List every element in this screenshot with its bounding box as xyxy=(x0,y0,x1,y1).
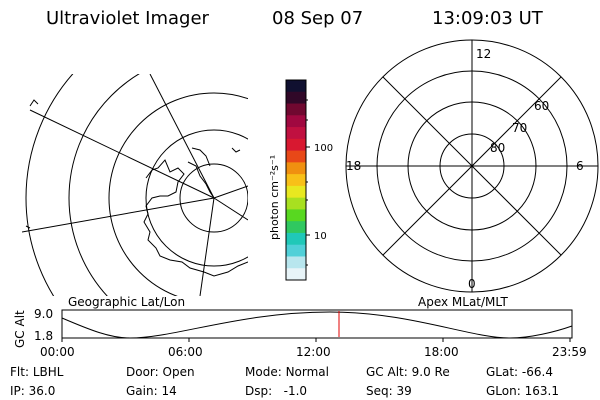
coastline xyxy=(29,99,39,107)
instrument-title: Ultraviolet Imager xyxy=(46,8,209,29)
lat-circle xyxy=(25,74,74,296)
time-label: 13:09:03 UT xyxy=(432,8,543,29)
coastline xyxy=(143,159,248,277)
status-dsp: Dsp: -1.0 xyxy=(245,384,307,398)
right-map-label: Apex MLat/MLT xyxy=(418,295,508,309)
altitude-curve xyxy=(61,311,573,339)
status-seq: Seq: 39 xyxy=(366,384,412,398)
status-door: Door: Open xyxy=(126,365,195,379)
colorbar-cell xyxy=(286,232,306,246)
colorbar: 100 10 photon cm⁻²s⁻¹ xyxy=(268,79,333,281)
altitude-ylabel: GC Alt xyxy=(13,310,27,348)
colorbar-cell xyxy=(286,197,306,210)
status-gcalt: GC Alt: 9.0 Re xyxy=(366,365,450,379)
geographic-map xyxy=(22,74,248,296)
meridian xyxy=(199,197,215,296)
x-tick-label: 18:00 xyxy=(424,345,459,359)
x-tick-label: 06:00 xyxy=(168,345,203,359)
colorbar-tick-label-10: 10 xyxy=(314,231,327,242)
status-glon: GLon: 163.1 xyxy=(486,384,559,398)
colorbar-cell xyxy=(286,127,306,140)
left-map-frame xyxy=(22,74,248,296)
meridian xyxy=(213,185,248,199)
y-tick-label: 9.0 xyxy=(34,307,53,321)
colorbar-cell xyxy=(286,174,306,187)
coastline xyxy=(187,161,215,199)
mlt-label-18: 18 xyxy=(346,159,361,173)
colorbar-cell xyxy=(286,115,306,128)
mlt-diagonal xyxy=(382,76,562,256)
apex-polar-grid xyxy=(345,39,599,293)
meridian xyxy=(149,74,215,199)
meridian xyxy=(29,109,215,199)
lat-circle xyxy=(68,74,140,296)
mlat-label-70: 70 xyxy=(512,121,527,135)
colorbar-cell xyxy=(286,103,306,116)
lat-circle xyxy=(108,92,248,296)
mlt-label-6: 6 xyxy=(576,159,584,173)
lat-circle xyxy=(145,129,248,267)
lat-circle xyxy=(179,163,248,233)
colorbar-frame xyxy=(285,79,307,281)
altitude-plot-frame xyxy=(61,309,573,339)
apex-labels: 12 18 6 0 60 70 80 xyxy=(346,47,584,291)
colorbar-cell xyxy=(286,209,306,222)
coastline xyxy=(25,225,31,229)
colorbar-cell xyxy=(286,256,306,269)
date-label: 08 Sep 07 xyxy=(272,8,364,29)
x-tick-label: 12:00 xyxy=(296,345,331,359)
mlat-label-60: 60 xyxy=(534,99,549,113)
colorbar-cell xyxy=(286,138,306,152)
status-ip: IP: 36.0 xyxy=(10,384,55,398)
colorbar-cell xyxy=(286,91,306,105)
coastline xyxy=(231,147,241,153)
meridian xyxy=(22,197,215,233)
status-mode: Mode: Normal xyxy=(245,365,329,379)
x-tick-label: 23:59 xyxy=(552,345,587,359)
status-flt: Flt: LBHL xyxy=(10,365,64,379)
y-tick-label: 1.8 xyxy=(34,329,53,343)
meridian xyxy=(213,197,248,221)
mlat-label-80: 80 xyxy=(490,141,505,155)
colorbar-cell xyxy=(286,150,306,163)
colorbar-cell xyxy=(286,221,306,234)
colorbar-cell xyxy=(286,80,306,93)
coastline xyxy=(191,147,211,167)
colorbar-unit-label: photon cm⁻²s⁻¹ xyxy=(268,155,281,240)
altitude-plot: 00:00 06:00 12:00 18:00 23:59 9.0 1.8 GC… xyxy=(13,307,587,359)
status-panel: Flt: LBHL Door: Open Mode: Normal GC Alt… xyxy=(10,365,559,398)
colorbar-tick-label-100: 100 xyxy=(314,143,333,154)
colorbar-cell xyxy=(286,268,306,281)
status-glat: GLat: -66.4 xyxy=(486,365,553,379)
status-gain: Gain: 14 xyxy=(126,384,177,398)
x-tick-label: 00:00 xyxy=(40,345,75,359)
left-map-label: Geographic Lat/Lon xyxy=(68,295,185,309)
colorbar-cell xyxy=(286,162,306,175)
mlt-label-12: 12 xyxy=(476,47,491,61)
colorbar-cell xyxy=(286,244,306,257)
colorbar-cell xyxy=(286,185,306,199)
mlt-label-0: 0 xyxy=(468,277,476,291)
